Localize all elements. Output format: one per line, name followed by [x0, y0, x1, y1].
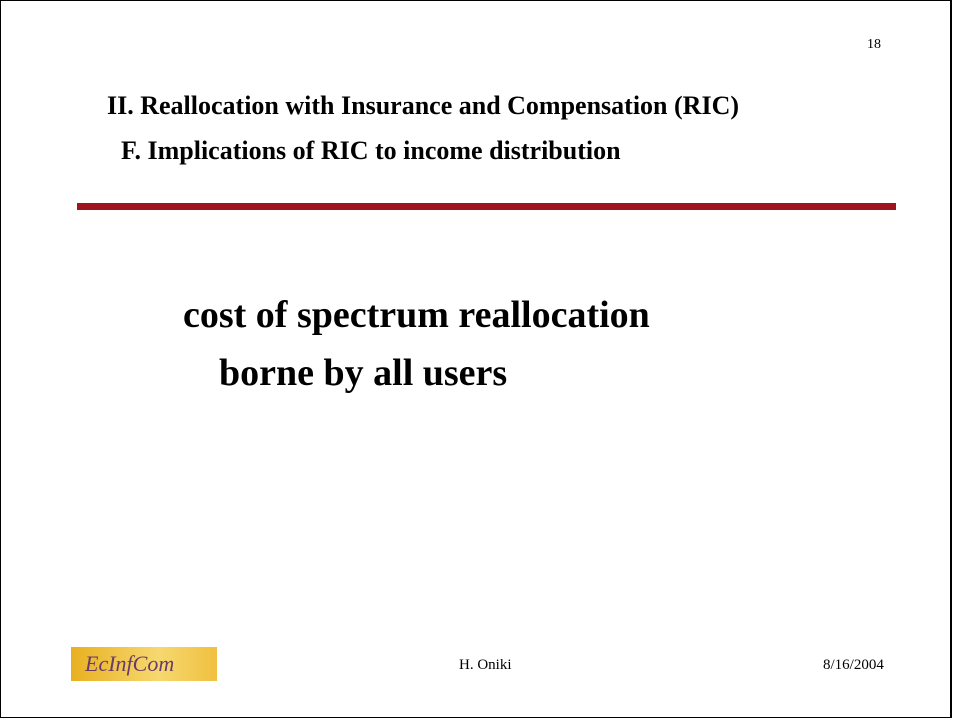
- body-line: cost of spectrum reallocation: [183, 294, 650, 336]
- date: 8/16/2004: [823, 657, 884, 673]
- divider: [77, 203, 896, 210]
- author: H. Oniki: [459, 657, 512, 673]
- logo: EcInfCom: [71, 647, 217, 681]
- slide-title: II. Reallocation with Insurance and Comp…: [107, 91, 739, 120]
- body-line: borne by all users: [219, 352, 508, 394]
- slide-subtitle: F. Implications of RIC to income distrib…: [121, 136, 621, 165]
- page-number: 18: [867, 37, 881, 52]
